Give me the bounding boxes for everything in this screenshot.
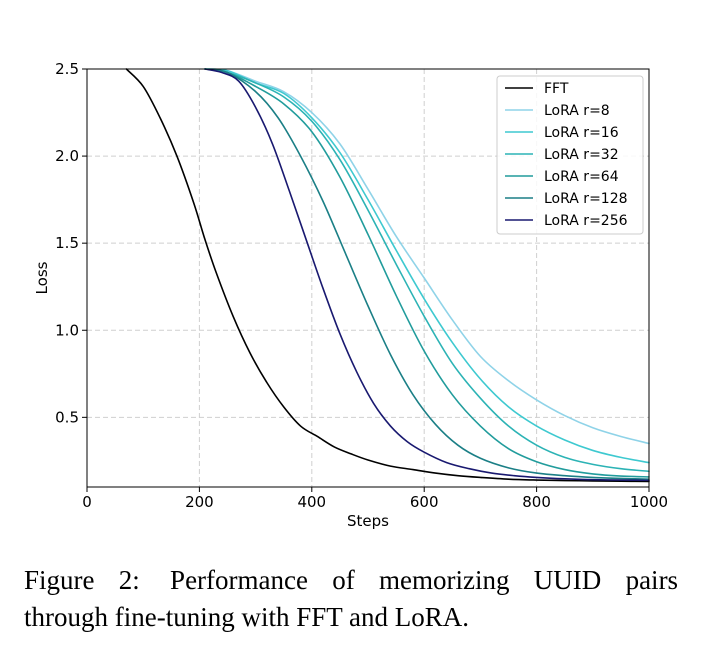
legend-label-lora-r-16: LoRA r=16 xyxy=(544,125,619,141)
series-line-lora-r-128 xyxy=(204,68,650,480)
y-tick-label: 2.5 xyxy=(55,60,79,78)
legend: FFT LoRA r=8 LoRA r=16 LoRA r=32 LoRA r=64 Lo… xyxy=(496,75,644,235)
caption-line-2: through fine-tuning with FFT and LoRA. xyxy=(24,602,469,632)
y-tick-label: 1.0 xyxy=(55,321,79,339)
legend-label-lora-r-64: LoRA r=64 xyxy=(544,169,619,185)
x-tick-label: 600 xyxy=(410,493,439,511)
x-axis-label: Steps xyxy=(347,512,389,530)
legend-label-lora-r-8: LoRA r=8 xyxy=(544,103,610,119)
x-tick-label: 200 xyxy=(185,493,214,511)
series-line-lora-r-256 xyxy=(204,68,650,482)
legend-label-lora-r-32: LoRA r=32 xyxy=(544,147,619,163)
plot-frame xyxy=(86,68,650,488)
caption-word: UUID xyxy=(533,565,602,595)
series-line-lora-r-16 xyxy=(204,68,650,464)
x-tick-label: 400 xyxy=(297,493,326,511)
x-tick-label: 800 xyxy=(522,493,551,511)
legend-label-lora-r-256: LoRA r=256 xyxy=(544,213,628,229)
series-line-fft xyxy=(125,68,650,483)
x-tick-label: 1000 xyxy=(630,493,668,511)
x-tick-label: 0 xyxy=(82,493,92,511)
axis-ticks: 0 200 400 600 800 1000 0.5 1.0 1.5 2.0 2.5 xyxy=(55,60,668,511)
caption-figure-label: Figure 2: xyxy=(24,565,140,595)
caption-word: pairs xyxy=(625,565,679,595)
y-tick-label: 2.0 xyxy=(55,147,79,165)
series-line-lora-r-32 xyxy=(204,68,650,473)
legend-label-lora-r-128: LoRA r=128 xyxy=(544,191,628,207)
series-line-lora-r-8 xyxy=(204,68,650,445)
loss-chart: 0 200 400 600 800 1000 0.5 1.0 1.5 2.0 2.5 Steps L… xyxy=(33,60,668,530)
series-line-lora-r-64 xyxy=(204,68,650,478)
y-tick-label: 1.5 xyxy=(55,234,79,252)
caption-word: memorizing xyxy=(379,565,510,595)
series-lines xyxy=(125,68,650,483)
y-tick-label: 0.5 xyxy=(55,408,79,426)
legend-box xyxy=(496,75,644,235)
figure-caption: Figure 2: Performance of memorizing UUID… xyxy=(24,562,678,636)
y-axis-label: Loss xyxy=(33,261,51,294)
caption-word: Performance xyxy=(170,565,308,595)
caption-word: of xyxy=(332,565,355,595)
caption-line-1: Figure 2: Performance of memorizing UUID… xyxy=(24,562,678,599)
legend-label-fft: FFT xyxy=(544,81,569,97)
